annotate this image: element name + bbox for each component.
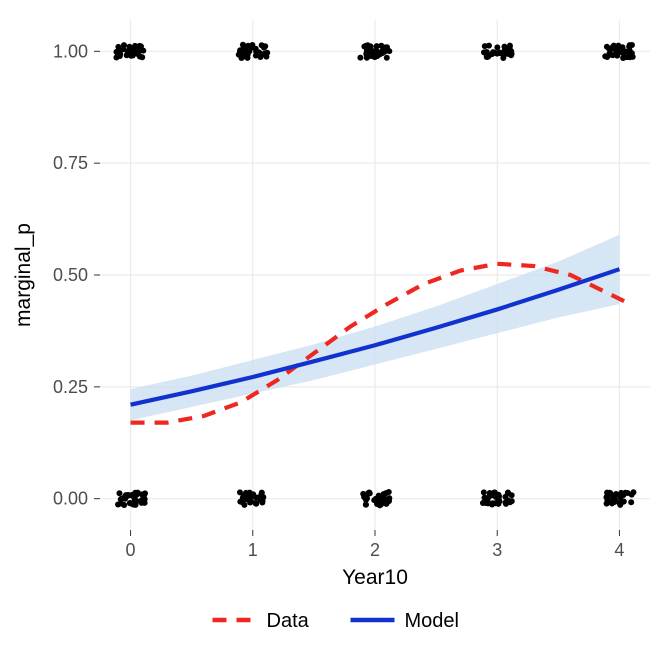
data-point bbox=[491, 490, 497, 496]
data-point bbox=[116, 490, 122, 496]
marginal-p-chart: 0 1 2 3 4 0.00 0.25 0.50 0.75 1.00 Year10 marginal_… bbox=[0, 0, 672, 672]
data-point bbox=[493, 500, 499, 506]
data-point bbox=[252, 500, 258, 506]
data-point bbox=[497, 50, 503, 56]
legend-label: Data bbox=[267, 610, 310, 632]
data-point bbox=[237, 499, 243, 505]
data-point bbox=[363, 502, 369, 508]
data-point bbox=[630, 54, 636, 60]
x-tick-label: 2 bbox=[370, 540, 380, 560]
chart-container: 0 1 2 3 4 0.00 0.25 0.50 0.75 1.00 Year10 marginal_… bbox=[0, 0, 672, 672]
data-point bbox=[628, 499, 634, 505]
data-point bbox=[260, 498, 266, 504]
data-point bbox=[253, 495, 259, 501]
data-point bbox=[606, 45, 612, 51]
data-point bbox=[508, 48, 514, 54]
data-point bbox=[124, 52, 130, 58]
data-point bbox=[120, 46, 126, 52]
data-point bbox=[138, 43, 144, 49]
data-point bbox=[253, 46, 259, 52]
x-tick-label: 1 bbox=[248, 540, 258, 560]
y-tick-label: 0.50 bbox=[53, 265, 88, 285]
y-tick-label: 0.25 bbox=[53, 377, 88, 397]
data-point bbox=[263, 54, 269, 60]
x-tick-label: 3 bbox=[492, 540, 502, 560]
x-tick-label: 0 bbox=[126, 540, 136, 560]
data-point bbox=[494, 44, 500, 50]
data-point bbox=[619, 49, 625, 55]
data-point bbox=[604, 501, 610, 507]
x-tick-label: 4 bbox=[614, 540, 624, 560]
data-point bbox=[237, 47, 243, 53]
data-point bbox=[501, 44, 507, 50]
data-point bbox=[115, 502, 121, 508]
data-point bbox=[379, 49, 385, 55]
data-point bbox=[502, 494, 508, 500]
y-tick-label: 0.75 bbox=[53, 153, 88, 173]
data-point bbox=[142, 496, 148, 502]
data-point bbox=[113, 49, 119, 55]
data-point bbox=[623, 54, 629, 60]
data-point bbox=[509, 492, 515, 498]
data-point bbox=[382, 44, 388, 50]
data-point bbox=[481, 489, 487, 495]
data-point bbox=[237, 489, 243, 495]
data-point bbox=[629, 492, 635, 498]
data-point bbox=[262, 43, 268, 49]
data-point bbox=[374, 43, 380, 49]
x-axis-label: Year10 bbox=[342, 566, 408, 589]
data-point bbox=[118, 496, 124, 502]
data-point bbox=[385, 498, 391, 504]
data-point bbox=[386, 489, 392, 495]
data-point bbox=[357, 55, 363, 61]
data-point bbox=[374, 500, 380, 506]
data-point bbox=[482, 43, 488, 49]
data-point bbox=[364, 55, 370, 61]
data-point bbox=[384, 55, 390, 61]
data-point bbox=[620, 44, 626, 50]
data-point bbox=[627, 42, 633, 48]
legend-label: Model bbox=[405, 610, 459, 632]
data-point bbox=[486, 53, 492, 59]
data-point bbox=[247, 490, 253, 496]
y-tick-label: 1.00 bbox=[53, 41, 88, 61]
data-point bbox=[365, 491, 371, 497]
y-axis-label: marginal_p bbox=[12, 223, 35, 327]
data-point bbox=[500, 55, 506, 61]
data-point bbox=[121, 502, 127, 508]
data-point bbox=[503, 501, 509, 507]
data-point bbox=[611, 499, 617, 505]
data-point bbox=[606, 491, 612, 497]
data-point bbox=[255, 51, 261, 57]
data-point bbox=[131, 495, 137, 501]
data-point bbox=[374, 53, 380, 59]
data-point bbox=[242, 494, 248, 500]
data-point bbox=[606, 50, 612, 56]
data-point bbox=[132, 43, 138, 49]
data-point bbox=[486, 494, 492, 500]
data-point bbox=[620, 492, 626, 498]
data-point bbox=[368, 43, 374, 49]
data-point bbox=[380, 495, 386, 501]
data-point bbox=[503, 49, 509, 55]
y-tick-label: 0.00 bbox=[53, 489, 88, 509]
data-point bbox=[243, 54, 249, 60]
